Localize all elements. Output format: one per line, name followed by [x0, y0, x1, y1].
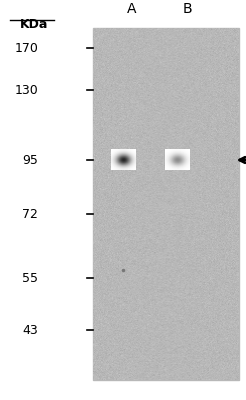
Text: 43: 43 — [22, 324, 38, 336]
Text: 170: 170 — [14, 42, 38, 54]
Text: 55: 55 — [22, 272, 38, 284]
Bar — [93, 28, 239, 380]
Text: 72: 72 — [22, 208, 38, 220]
Text: A: A — [127, 2, 136, 16]
Text: 130: 130 — [14, 84, 38, 96]
Text: B: B — [182, 2, 192, 16]
Text: 95: 95 — [22, 154, 38, 166]
Text: KDa: KDa — [20, 18, 48, 31]
